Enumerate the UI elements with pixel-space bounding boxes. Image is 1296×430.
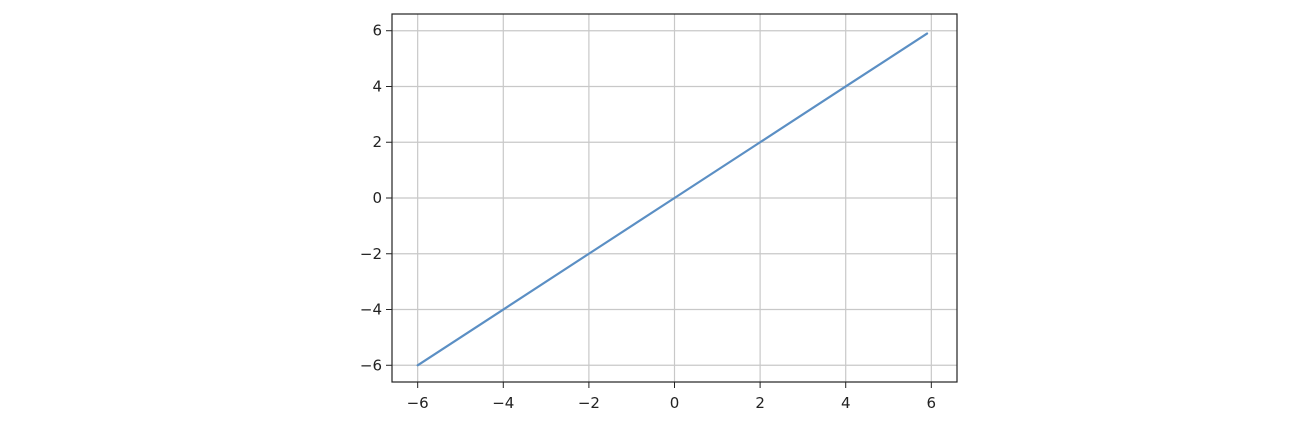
y-tick-label: 2	[372, 133, 382, 151]
y-tick-label: 0	[372, 189, 382, 207]
x-tick-label: 6	[927, 394, 937, 412]
series-line	[416, 32, 929, 367]
x-tick-label: 0	[670, 394, 680, 412]
x-tick-label: 4	[841, 394, 851, 412]
x-tick-label: −6	[407, 394, 429, 412]
y-tick-label: −6	[360, 356, 382, 374]
y-tick-label: −2	[360, 245, 382, 263]
x-tick-label: −2	[578, 394, 600, 412]
ticks: −6 −4 −2 0 2 4 6 −6 −4 −2 0 2 4 6	[360, 22, 936, 412]
y-tick-label: −4	[360, 301, 382, 319]
x-tick-label: −4	[492, 394, 514, 412]
y-tick-label: 6	[372, 22, 382, 40]
x-tick-label: 2	[755, 394, 765, 412]
series-layer	[416, 32, 929, 367]
y-tick-label: 4	[372, 77, 382, 95]
grid	[392, 14, 957, 382]
